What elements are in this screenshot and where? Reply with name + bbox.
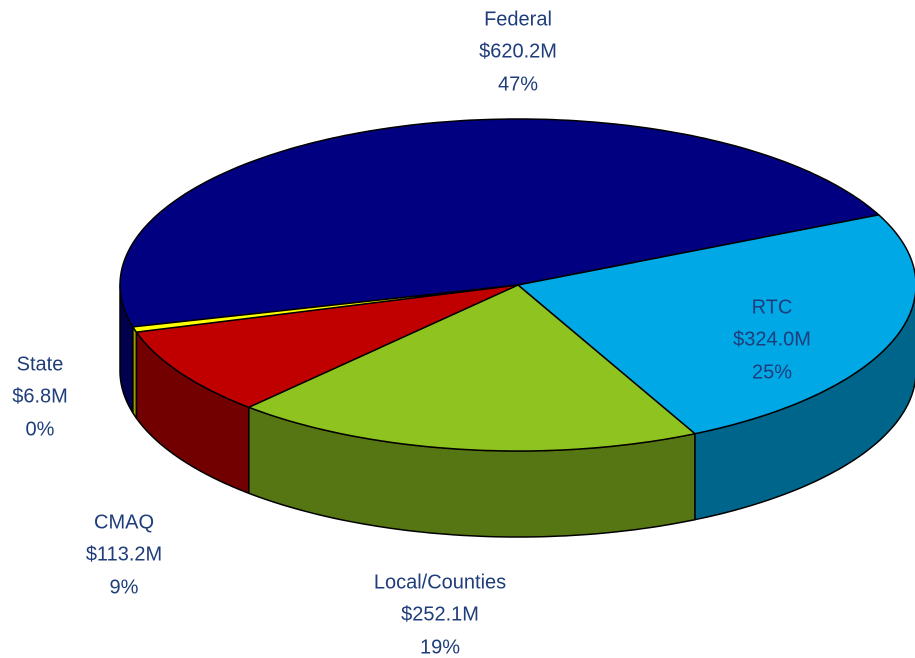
slice-value-label: $252.1M	[401, 603, 479, 625]
slice-percent-label: 0%	[26, 418, 55, 440]
slice-percent-label: 19%	[420, 636, 460, 658]
slice-category-label: RTC	[752, 296, 793, 318]
slice-side	[132, 326, 138, 419]
slice-category-label: State	[17, 353, 64, 375]
slice-percent-label: 47%	[498, 73, 538, 95]
slice	[135, 284, 519, 409]
slice-value-label: $620.2M	[479, 40, 557, 62]
slice-category-label: Federal	[484, 8, 552, 30]
slice	[132, 284, 519, 333]
slice-percent-label: 9%	[110, 576, 139, 598]
slice-percent-label: 25%	[752, 361, 792, 383]
slice	[248, 284, 696, 452]
slice	[119, 118, 880, 328]
slice-value-label: $113.2M	[86, 543, 162, 565]
slice-category-label: Local/Counties	[374, 571, 506, 593]
slice	[517, 214, 915, 435]
slice-category-label: CMAQ	[94, 511, 154, 533]
pie-tops	[119, 118, 915, 452]
slice-value-label: $324.0M	[733, 328, 811, 350]
slice-value-label: $6.8M	[12, 385, 68, 407]
